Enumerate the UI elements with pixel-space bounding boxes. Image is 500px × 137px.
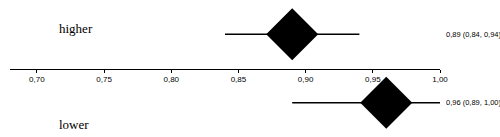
svg-text:lower: lower [59, 117, 89, 132]
svg-text:1,00: 1,00 [432, 75, 448, 84]
svg-text:0,70: 0,70 [29, 75, 45, 84]
svg-text:0,80: 0,80 [163, 75, 179, 84]
svg-text:0,75: 0,75 [96, 75, 112, 84]
svg-text:0,89 (0,84, 0,94): 0,89 (0,84, 0,94) [446, 30, 500, 39]
svg-text:0,85: 0,85 [231, 75, 247, 84]
svg-text:higher: higher [59, 21, 93, 36]
svg-text:0,95: 0,95 [365, 75, 381, 84]
svg-text:0,96 (0,89, 1,00): 0,96 (0,89, 1,00) [446, 98, 500, 107]
svg-text:0,90: 0,90 [298, 75, 314, 84]
